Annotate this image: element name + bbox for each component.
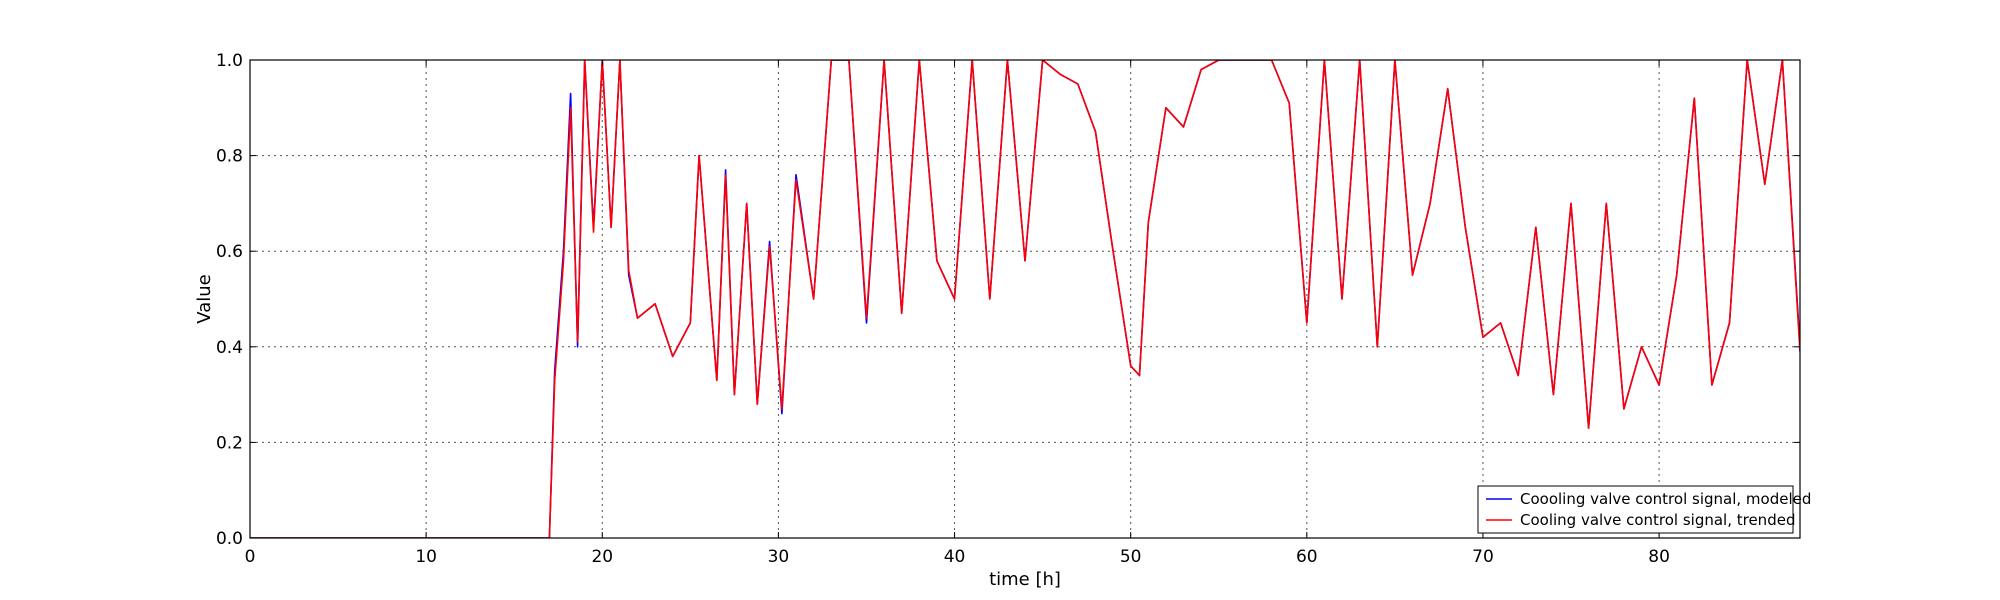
x-tick-label: 30 [768, 547, 790, 567]
y-tick-label: 1.0 [216, 51, 243, 71]
data-series [250, 60, 1800, 538]
y-tick-label: 0.6 [216, 242, 243, 262]
x-axis-label: time [h] [989, 569, 1061, 590]
y-tick-label: 0.4 [216, 338, 243, 358]
y-tick-labels: 0.0 0.2 0.4 0.6 0.8 1.0 [216, 51, 243, 549]
x-tick-label: 80 [1648, 547, 1670, 567]
grid-lines [250, 60, 1800, 538]
y-tick-label: 0.2 [216, 433, 243, 453]
axis-ticks [249, 59, 1800, 539]
series-line-trended [250, 60, 1800, 538]
y-tick-label: 0.8 [216, 147, 243, 167]
legend-box [1477, 485, 1794, 534]
x-tick-label: 70 [1472, 547, 1494, 567]
x-tick-labels: 0 10 20 30 40 50 60 70 80 [245, 547, 1670, 567]
x-tick-label: 40 [944, 547, 966, 567]
legend-label-modeled: Coooling valve control signal, modeled [1520, 490, 1811, 508]
legend-label-trended: Cooling valve control signal, trended [1520, 511, 1795, 529]
x-tick-label: 20 [591, 547, 613, 567]
x-tick-label: 10 [415, 547, 437, 567]
x-tick-label: 50 [1120, 547, 1142, 567]
x-tick-label: 60 [1296, 547, 1318, 567]
y-axis-label: Value [194, 274, 215, 323]
plot-area-frame [249, 59, 1801, 539]
y-tick-label: 0.0 [216, 529, 243, 549]
x-tick-label: 0 [245, 547, 256, 567]
legend: Coooling valve control signal, modeled C… [1477, 485, 1811, 534]
